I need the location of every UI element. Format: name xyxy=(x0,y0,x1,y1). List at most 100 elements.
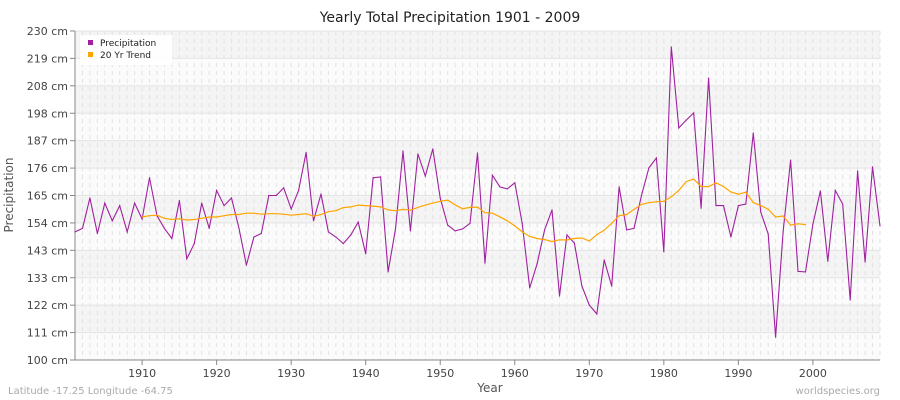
grid-band xyxy=(75,168,880,196)
precipitation-point xyxy=(74,231,76,233)
trend-point xyxy=(491,212,494,214)
legend: Precipitation 20 Yr Trend xyxy=(80,35,172,65)
x-tick-label: 2000 xyxy=(799,367,827,380)
trend-point xyxy=(707,186,710,188)
precipitation-point xyxy=(394,228,397,230)
legend-swatch-trend xyxy=(88,52,93,57)
y-axis-label: Precipitation xyxy=(2,157,16,232)
legend-swatch-precipitation xyxy=(88,40,93,45)
precipitation-point xyxy=(603,259,605,261)
precipitation-point xyxy=(201,202,203,204)
precipitation-point xyxy=(223,205,225,207)
trend-point xyxy=(268,213,270,215)
precipitation-point xyxy=(812,223,814,225)
trend-point xyxy=(335,210,337,212)
trend-point xyxy=(350,206,352,208)
trend-point xyxy=(536,237,538,240)
trend-point xyxy=(782,215,784,217)
trend-point xyxy=(566,239,568,241)
trend-point xyxy=(402,208,404,211)
precipitation-point xyxy=(216,189,218,192)
precipitation-point xyxy=(387,271,389,273)
precipitation-point xyxy=(342,242,344,245)
trend-point xyxy=(178,218,180,220)
trend-point xyxy=(208,216,210,218)
trend-point xyxy=(171,218,173,221)
precipitation-point xyxy=(312,220,315,222)
precipitation-point xyxy=(171,237,173,240)
precipitation-point xyxy=(700,207,702,209)
y-tick-label: 133 cm xyxy=(27,272,68,285)
precipitation-point xyxy=(178,199,180,202)
precipitation-point xyxy=(193,242,195,245)
precipitation-point xyxy=(536,263,538,265)
precipitation-point xyxy=(685,119,687,121)
trend-point xyxy=(372,205,374,207)
precipitation-point xyxy=(551,209,553,211)
precipitation-point xyxy=(760,211,762,213)
trend-point xyxy=(454,204,456,206)
precipitation-point xyxy=(529,287,531,289)
y-tick-label: 208 cm xyxy=(27,80,68,93)
trend-point xyxy=(327,211,330,213)
trend-point xyxy=(752,201,754,204)
trend-point xyxy=(678,189,680,192)
trend-point xyxy=(663,200,665,202)
trend-point xyxy=(499,216,501,218)
grid-band xyxy=(75,31,880,59)
precipitation-point xyxy=(163,227,166,229)
precipitation-point xyxy=(484,262,486,264)
precipitation-point xyxy=(849,299,851,301)
precipitation-point xyxy=(253,236,255,238)
trend-point xyxy=(141,216,143,218)
trend-point xyxy=(521,231,523,233)
precipitation-point xyxy=(775,336,777,338)
x-tick-label: 1940 xyxy=(352,367,380,380)
precipitation-point xyxy=(596,313,598,315)
precipitation-point xyxy=(104,202,106,204)
trend-point xyxy=(514,225,516,227)
precipitation-point xyxy=(119,205,121,207)
trend-point xyxy=(394,210,397,212)
precipitation-point xyxy=(126,231,128,233)
precipitation-point xyxy=(372,177,374,179)
y-tick-label: 111 cm xyxy=(27,327,68,340)
x-tick-label: 1920 xyxy=(203,367,231,380)
precipitation-point xyxy=(506,188,508,190)
trend-point xyxy=(238,213,240,216)
precipitation-point xyxy=(350,234,352,236)
precipitation-point xyxy=(298,189,300,192)
trend-line xyxy=(141,178,806,243)
precipitation-point xyxy=(409,230,412,232)
trend-point xyxy=(365,205,367,207)
precipitation-point xyxy=(730,236,732,238)
trend-point xyxy=(476,206,479,208)
trend-point xyxy=(260,213,262,215)
precipitation-point xyxy=(521,222,523,224)
precipitation-point xyxy=(678,127,680,129)
y-tick-label: 154 cm xyxy=(27,217,68,230)
trend-point xyxy=(804,224,807,226)
y-tick-label: 122 cm xyxy=(27,299,68,312)
trend-point xyxy=(693,178,695,180)
precipitation-point xyxy=(469,222,471,224)
x-tick-label: 1970 xyxy=(575,367,603,380)
precipitation-point xyxy=(566,234,568,236)
precipitation-point xyxy=(767,233,769,235)
trend-point xyxy=(648,201,650,204)
precipitation-point xyxy=(141,218,143,220)
trend-point xyxy=(253,212,255,214)
trend-point xyxy=(193,218,195,221)
chart-title: Yearly Total Precipitation 1901 - 2009 xyxy=(319,10,581,26)
trend-point xyxy=(797,223,799,225)
trend-point xyxy=(357,204,359,206)
precipitation-point xyxy=(827,260,829,262)
precipitation-point xyxy=(148,177,151,179)
precipitation-point xyxy=(633,227,635,229)
trend-point xyxy=(581,237,583,239)
trend-point xyxy=(469,206,471,208)
precipitation-point xyxy=(514,182,516,184)
precipitation-point xyxy=(186,258,188,260)
precipitation-point xyxy=(491,174,494,176)
